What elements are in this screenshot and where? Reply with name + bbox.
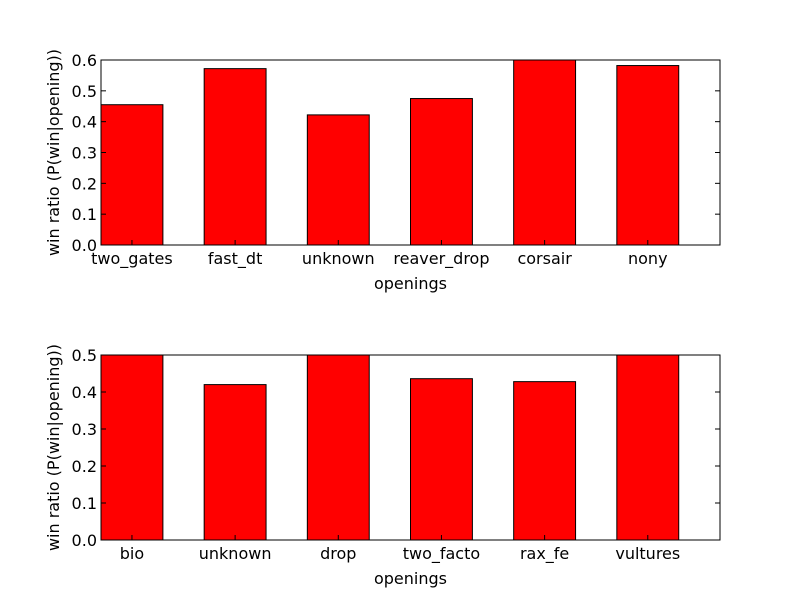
x-tick-label-nony: nony (628, 249, 668, 268)
y-tick-label: 0.2 (72, 457, 97, 476)
plot-top: 0.0 0.1 0.2 0.3 0.4 0.5 0.6 two_gates fast_dt unk… (44, 49, 721, 293)
x-axis-label: openings (374, 569, 447, 588)
x-tick-label-drop: drop (320, 544, 356, 563)
x-tick-label-two_gates: two_gates (91, 249, 173, 269)
y-axis-label: win ratio (P(win|opening)) (44, 344, 63, 551)
y-tick-label: 0.2 (72, 174, 97, 193)
y-tick-label: 0.3 (72, 144, 97, 163)
x-tick-label-corsair: corsair (517, 249, 572, 268)
x-axis-label: openings (374, 274, 447, 293)
x-tick-label-vultures: vultures (615, 544, 680, 563)
y-tick-label: 0.1 (72, 205, 97, 224)
bar-fast_dt (203, 68, 267, 246)
bar-unknown (203, 384, 267, 541)
y-tick-label: 0.1 (72, 494, 97, 513)
x-tick-label-two_facto: two_facto (403, 544, 480, 564)
y-tick-label: 0.0 (72, 236, 97, 255)
y-tick-label: 0.5 (72, 346, 97, 365)
x-tick-label-unknown: unknown (302, 249, 375, 268)
y-tick-label: 0.4 (72, 113, 97, 132)
x-tick-label-unknown: unknown (199, 544, 272, 563)
y-tick-label: 0.3 (72, 420, 97, 439)
y-tick-label: 0.0 (72, 531, 97, 550)
y-axis-label: win ratio (P(win|opening)) (44, 49, 63, 256)
y-tick-label: 0.6 (72, 51, 97, 70)
x-tick-label-fast_dt: fast_dt (208, 249, 262, 269)
x-tick-label-reaver_drop: reaver_drop (393, 249, 489, 269)
y-tick-label: 0.4 (72, 383, 97, 402)
x-tick-label-rax_fe: rax_fe (520, 544, 569, 564)
bar-reaver_drop (410, 98, 473, 246)
bar-corsair (513, 59, 577, 246)
axes-frame (100, 354, 721, 541)
bar-two_gates (100, 104, 164, 246)
bar-drop (306, 354, 370, 541)
x-tick-label-bio: bio (120, 544, 144, 563)
bar-nony (616, 65, 680, 246)
bar-vultures (616, 354, 680, 541)
bar-two_facto (410, 378, 473, 541)
bar-unknown (306, 114, 370, 246)
bar-rax_fe (513, 381, 577, 541)
plot-bottom: 0.0 0.1 0.2 0.3 0.4 0.5 bio unknown drop two_fact… (44, 344, 721, 588)
y-tick-label: 0.5 (72, 82, 97, 101)
bar-bio (100, 354, 164, 541)
